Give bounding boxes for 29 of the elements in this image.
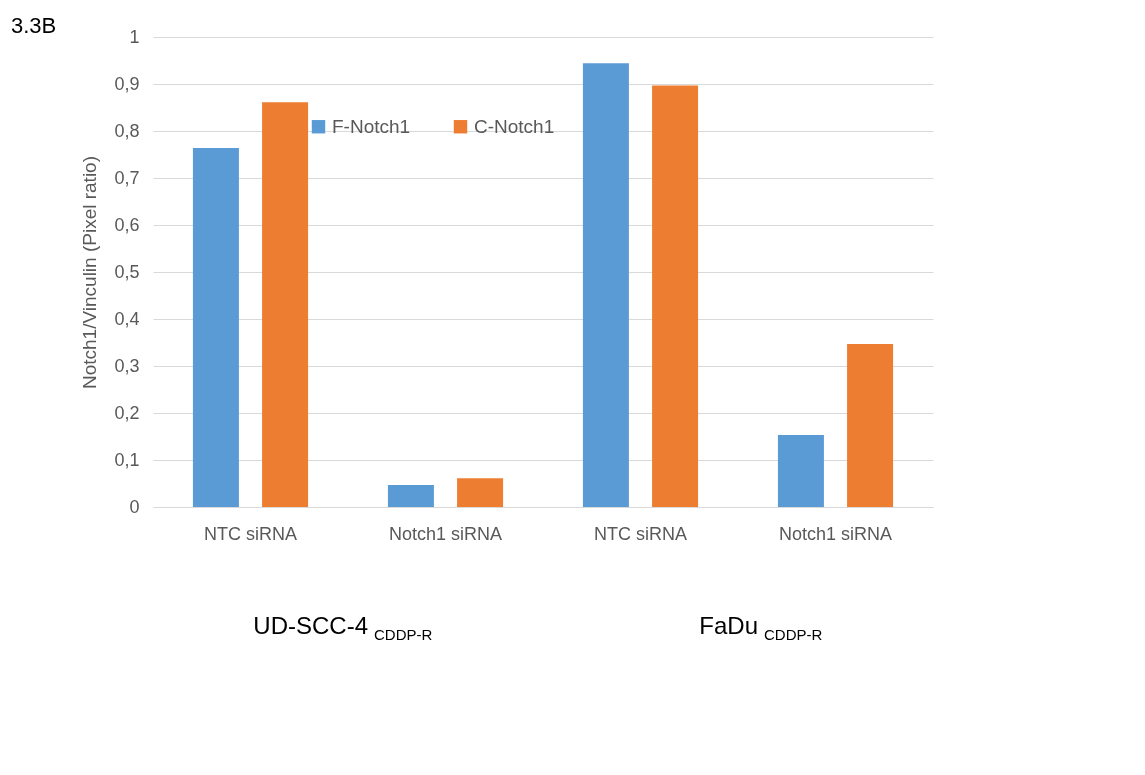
y-tick-label: 0 [129,496,140,517]
y-tick-label: 0,2 [114,402,140,423]
bar [262,102,309,507]
y-tick-label: 0,5 [114,261,140,282]
y-tick-label: 0,4 [114,308,140,329]
x-tick-label: Notch1 siRNA [778,523,893,544]
y-tick-label: 0,7 [114,167,140,188]
bar [457,478,504,507]
chart-title: 3.3B [10,13,57,38]
y-tick-label: 1 [129,26,140,47]
bar [192,147,239,507]
y-axis-title: Notch1/Vinculin (Pixel ratio) [79,155,101,390]
legend-label: F-Notch1 [332,115,411,137]
y-tick-label: 0,8 [114,120,140,141]
x-tick-label: NTC siRNA [204,523,297,544]
legend-label: C-Notch1 [474,115,555,137]
y-tick-label: 0,1 [114,449,140,470]
text: UD-SCC-4 CDDP-R [253,612,433,643]
bar [582,63,629,507]
y-tick-label: 0,9 [114,73,140,94]
bar [777,435,824,507]
x-tick-label: NTC siRNA [594,523,687,544]
x-tick-label: Notch1 siRNA [388,523,503,544]
bar [847,343,894,507]
y-tick-label: 0,3 [114,355,140,376]
y-tick-label: 0,6 [114,214,140,235]
bar [652,85,699,507]
bar [387,484,434,507]
text: FaDu CDDP-R [699,612,823,643]
